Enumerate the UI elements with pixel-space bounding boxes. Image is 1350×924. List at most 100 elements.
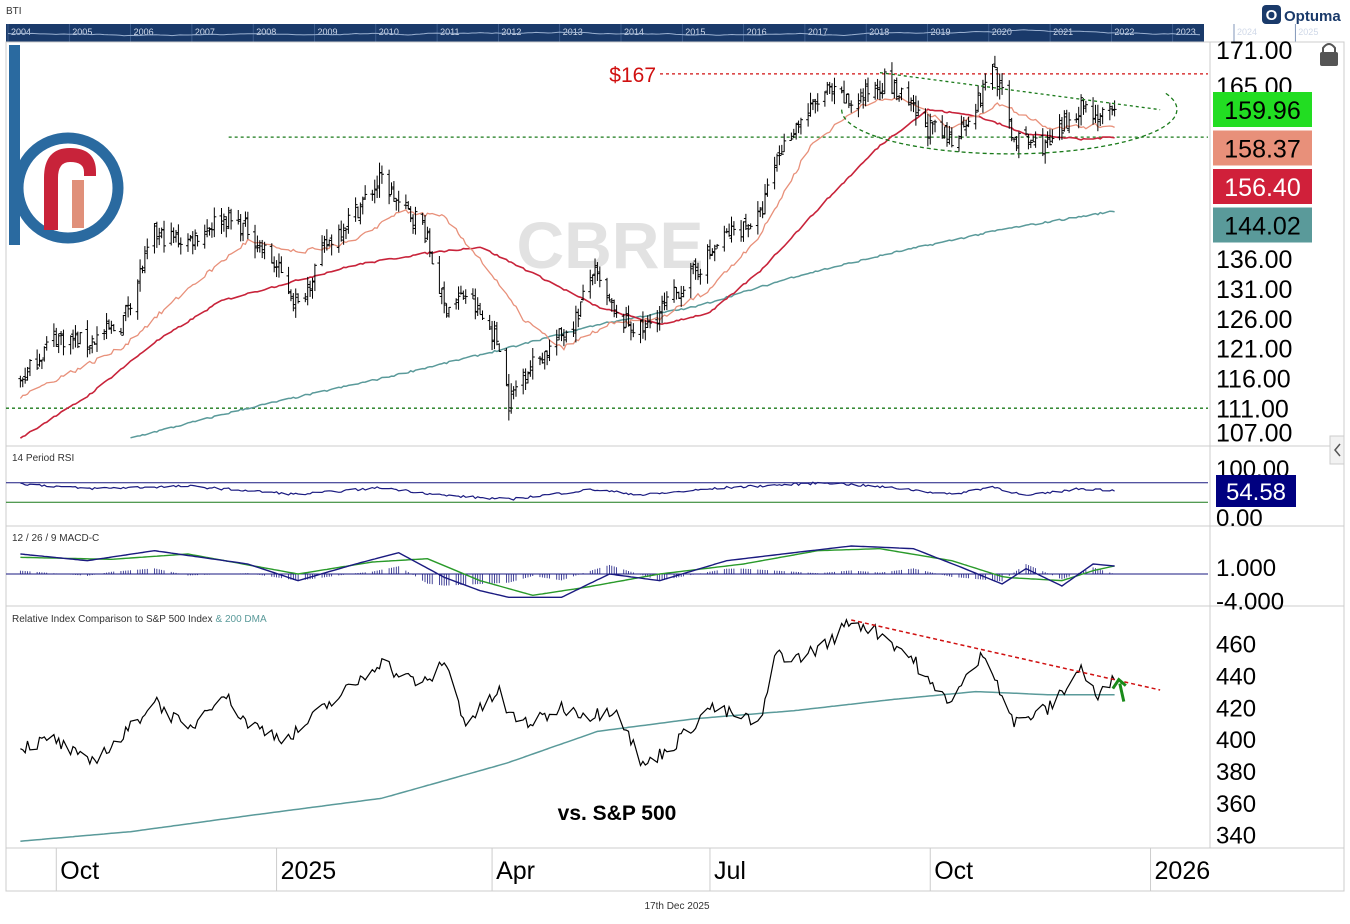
price-bar: [174, 229, 179, 243]
timeline-year-label[interactable]: 2005: [72, 27, 92, 37]
timeline-year-label[interactable]: 2015: [685, 27, 705, 37]
price-y-axis: 171.00165.00136.00131.00126.00121.00116.…: [1216, 37, 1292, 447]
price-bar: [51, 323, 56, 347]
price-panel: $167 171.00165.00136.00131.00126.00121.0…: [6, 37, 1312, 447]
price-bar: [693, 258, 698, 280]
price-bar: [274, 260, 279, 278]
price-bar: [559, 327, 564, 342]
price-bar: [322, 235, 327, 253]
price-bar: [61, 329, 66, 356]
collapse-side-icon[interactable]: [1329, 435, 1345, 465]
price-downtrend-line: [879, 72, 1161, 111]
price-tag-value: 144.02: [1224, 213, 1300, 241]
timeline-year-label[interactable]: 2009: [318, 27, 338, 37]
price-bar: [135, 279, 140, 320]
price-bar: [224, 216, 229, 238]
price-bar: [470, 288, 475, 300]
timeline-year-label[interactable]: 2010: [379, 27, 399, 37]
y-tick-label: 440: [1216, 664, 1256, 691]
price-bar: [236, 210, 241, 225]
timeline-year-label[interactable]: 2025: [1298, 27, 1318, 37]
price-bar: [928, 113, 933, 145]
timeline-year-label[interactable]: 2021: [1053, 27, 1073, 37]
price-bar: [882, 68, 887, 95]
price-bar: [205, 219, 210, 238]
price-bar: [128, 303, 133, 316]
y-tick-label: 111.00: [1216, 395, 1289, 423]
timeline-year-label[interactable]: 2011: [440, 27, 459, 37]
timeline-year-label[interactable]: 2018: [869, 27, 889, 37]
y-tick-label: -4.000: [1216, 589, 1284, 616]
price-bar: [202, 224, 207, 249]
rsi-y-axis: 100.000.00: [1216, 456, 1289, 532]
price-bar: [39, 359, 44, 370]
price-bar: [138, 259, 143, 292]
timeline-strip[interactable]: [6, 24, 1204, 42]
timeline-year-label[interactable]: 2014: [624, 27, 644, 37]
price-bar: [662, 292, 667, 311]
price-bar: [892, 79, 897, 99]
timeline-year-label[interactable]: 2004: [11, 27, 31, 37]
price-bar: [832, 77, 837, 105]
price-bar: [597, 266, 602, 288]
relative-body: [20, 618, 1161, 842]
price-bar: [430, 251, 435, 265]
price-bar: [899, 87, 904, 101]
price-bar: [758, 207, 763, 218]
price-bar: [363, 185, 368, 200]
price-bar: [1050, 129, 1055, 144]
timeline-year-label[interactable]: 2023: [1176, 27, 1196, 37]
timeline-year-label[interactable]: 2016: [747, 27, 767, 37]
timeline-year-label[interactable]: 2017: [808, 27, 828, 37]
price-tag-box: [1213, 169, 1312, 204]
price-bar: [909, 97, 914, 112]
price-bar: [255, 235, 260, 253]
y-tick-label: 360: [1216, 791, 1256, 818]
relative-label: vs. S&P 500: [558, 802, 677, 825]
x-tick-label: Oct: [934, 857, 973, 885]
price-bar: [839, 86, 844, 94]
price-bar: [525, 371, 530, 384]
y-tick-label: 340: [1216, 823, 1256, 850]
timeline-year-label[interactable]: 2008: [256, 27, 276, 37]
price-bar: [118, 327, 123, 335]
timeline-year-label[interactable]: 2019: [931, 27, 951, 37]
relative-line: [20, 618, 1116, 768]
price-bar: [310, 277, 315, 299]
price-bar: [37, 353, 42, 367]
price-bar: [542, 351, 547, 370]
price-bar: [614, 304, 619, 318]
timeline-year-label[interactable]: 2006: [134, 27, 154, 37]
price-bar: [897, 94, 902, 102]
price-bar: [253, 224, 258, 259]
timeline-year-label[interactable]: 2022: [1114, 27, 1134, 37]
price-bar: [104, 313, 109, 340]
price-bar: [1098, 113, 1103, 127]
price-bar: [423, 214, 428, 244]
price-bar: [830, 83, 835, 102]
price-bar: [609, 298, 614, 312]
price-bar: [370, 189, 375, 201]
price-bar: [521, 368, 526, 395]
price-bar: [674, 287, 679, 300]
price-bar: [1047, 129, 1052, 146]
rsi-body: [6, 481, 1208, 503]
rsi-title: 14 Period RSI: [12, 453, 74, 464]
price-bar: [44, 336, 49, 351]
price-bar: [257, 240, 262, 253]
y-tick-label: 131.00: [1216, 276, 1292, 304]
timeline-year-label[interactable]: 2012: [501, 27, 521, 37]
price-bar: [844, 93, 849, 104]
timeline-year-label[interactable]: 2024: [1237, 27, 1257, 37]
y-tick-label: 1.000: [1216, 555, 1276, 582]
price-bar: [873, 81, 878, 100]
lock-icon[interactable]: [1320, 43, 1338, 66]
timeline-year-label[interactable]: 2007: [195, 27, 215, 37]
price-bar: [372, 179, 377, 204]
relative-dma-line: [20, 690, 1115, 842]
price-bar: [688, 262, 693, 298]
x-tick-label: 2025: [281, 857, 337, 885]
price-bar: [755, 201, 760, 235]
price-bar: [490, 320, 495, 351]
price-bar: [391, 181, 396, 202]
